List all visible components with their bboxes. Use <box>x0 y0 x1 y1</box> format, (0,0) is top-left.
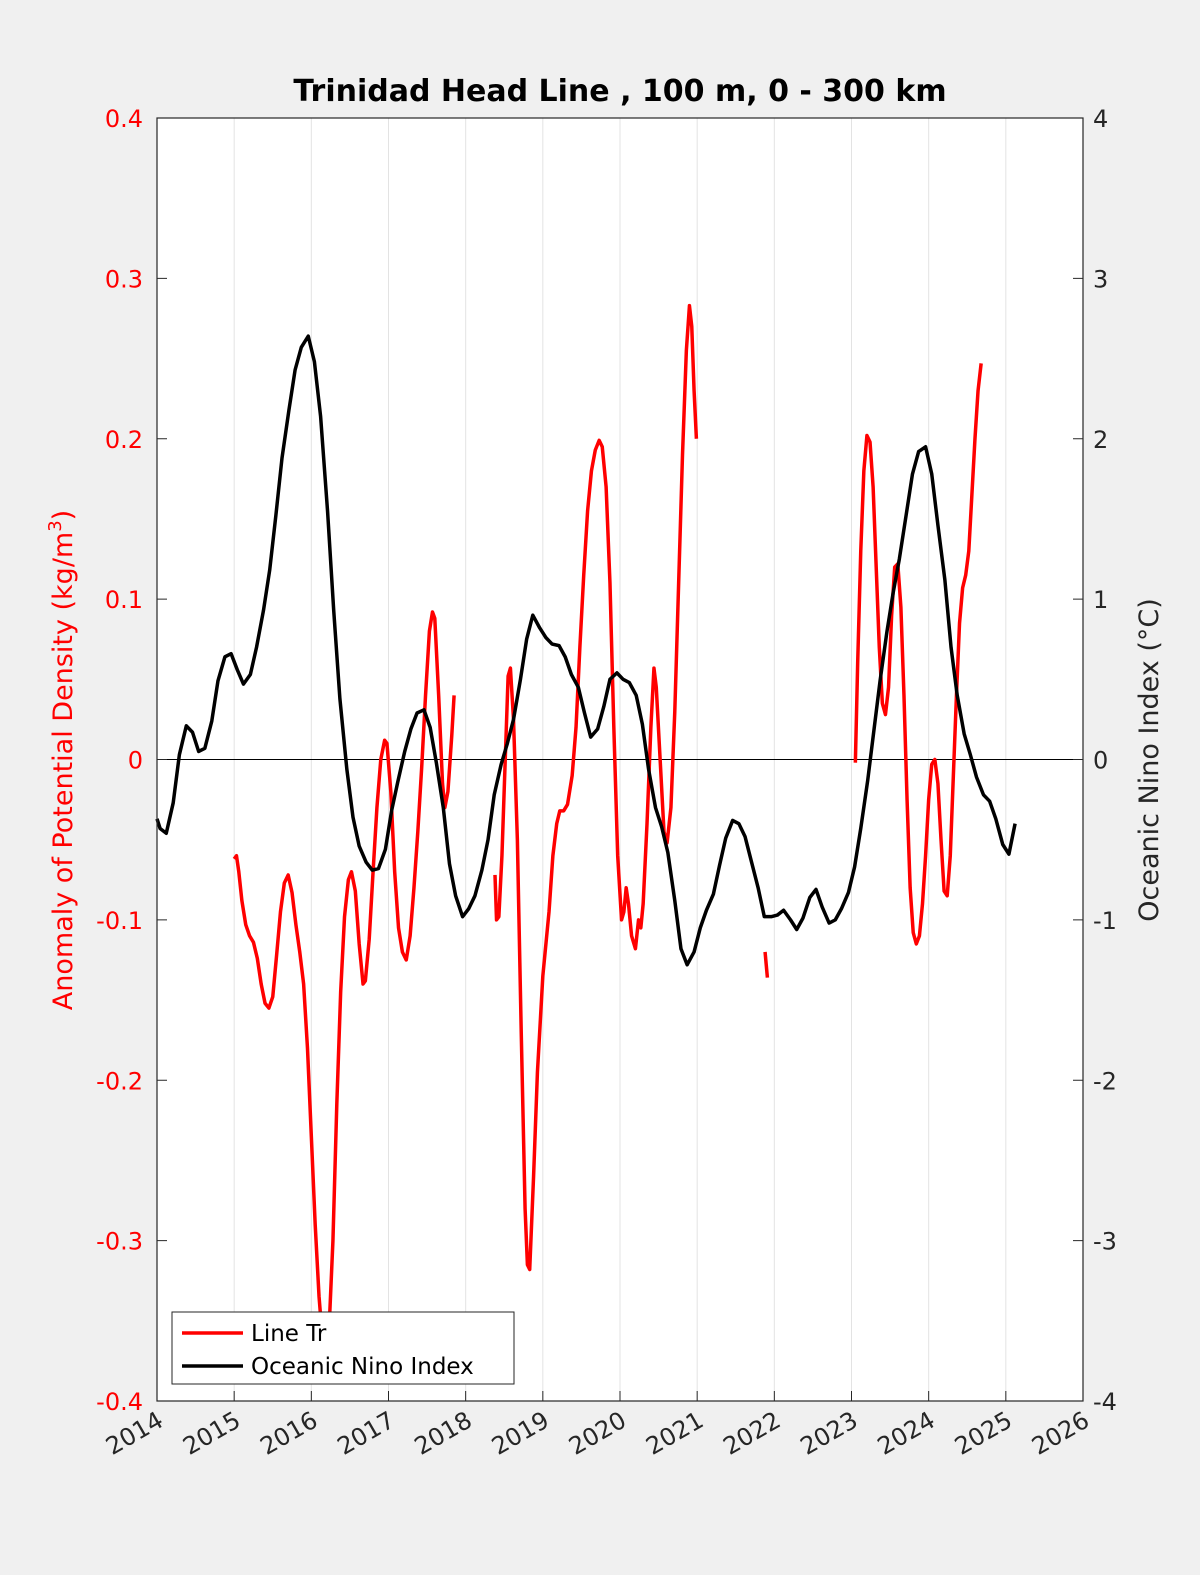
x-tick-label: 2021 <box>641 1406 708 1461</box>
y-right-tick-label: 0 <box>1093 747 1108 775</box>
y-right-tick-label: 2 <box>1093 426 1108 454</box>
y-left-tick-label: 0.4 <box>105 105 143 133</box>
oni-line <box>155 334 1017 967</box>
y-axis-left-label-main: Anomaly of Potential Density (kg/m <box>48 532 79 1010</box>
y-axis-left-label: Anomaly of Potential Density (kg/m3) <box>45 510 79 1010</box>
y-right-tick-label: -1 <box>1093 907 1117 935</box>
right-axis: -4 -3 -2 -1 0 1 2 3 4 <box>1073 105 1117 1416</box>
y-left-tick-label: 0.2 <box>105 426 143 454</box>
y-left-tick-label: -0.1 <box>96 907 143 935</box>
y-axis-left-label-close: ) <box>48 510 79 521</box>
x-tick-label: 2024 <box>873 1406 940 1461</box>
x-tick-label: 2017 <box>333 1406 400 1461</box>
y-left-tick-label: 0 <box>128 747 143 775</box>
legend-label-density: Line Tr <box>251 1321 327 1347</box>
density-anomaly-line-segment <box>853 363 983 946</box>
density-anomaly-line-segment <box>232 610 456 1368</box>
y-left-tick-label: -0.3 <box>96 1228 143 1256</box>
y-left-tick-label: -0.4 <box>96 1388 143 1416</box>
y-left-tick-label: -0.2 <box>96 1067 143 1095</box>
y-left-tick-label: 0.3 <box>105 265 143 293</box>
x-tick-label: 2026 <box>1027 1406 1094 1461</box>
y-left-tick-label: 0.1 <box>105 586 143 614</box>
x-tick-label: 2016 <box>255 1406 322 1461</box>
x-tick-label: 2022 <box>718 1406 785 1461</box>
y-right-tick-label: 3 <box>1093 265 1108 293</box>
y-right-tick-label: 1 <box>1093 586 1108 614</box>
series-layer <box>155 303 1017 1368</box>
legend-label-oni: Oceanic Nino Index <box>251 1354 474 1380</box>
x-tick-label: 2020 <box>564 1406 631 1461</box>
x-tick-label: 2015 <box>178 1406 245 1461</box>
y-axis-right-label: Oceanic Nino Index (°C) <box>1134 598 1165 922</box>
y-right-tick-label: 4 <box>1093 105 1108 133</box>
y-axis-left-label-sup: 3 <box>45 520 66 531</box>
x-tick-label: 2018 <box>410 1406 477 1461</box>
chart-title: Trinidad Head Line , 100 m, 0 - 300 km <box>293 74 946 109</box>
y-right-tick-label: -4 <box>1093 1388 1117 1416</box>
x-tick-label: 2023 <box>796 1406 863 1461</box>
left-axis: -0.4 -0.3 -0.2 -0.1 0 0.1 0.2 0.3 0.4 <box>96 105 167 1416</box>
x-tick-label: 2019 <box>487 1406 554 1461</box>
legend: Line Tr Oceanic Nino Index <box>171 1311 515 1385</box>
y-right-tick-label: -3 <box>1093 1228 1117 1256</box>
x-tick-label: 2025 <box>950 1406 1017 1461</box>
density-anomaly-line-segment <box>763 951 770 978</box>
y-right-tick-label: -2 <box>1093 1067 1117 1095</box>
legend-box <box>171 1311 515 1385</box>
